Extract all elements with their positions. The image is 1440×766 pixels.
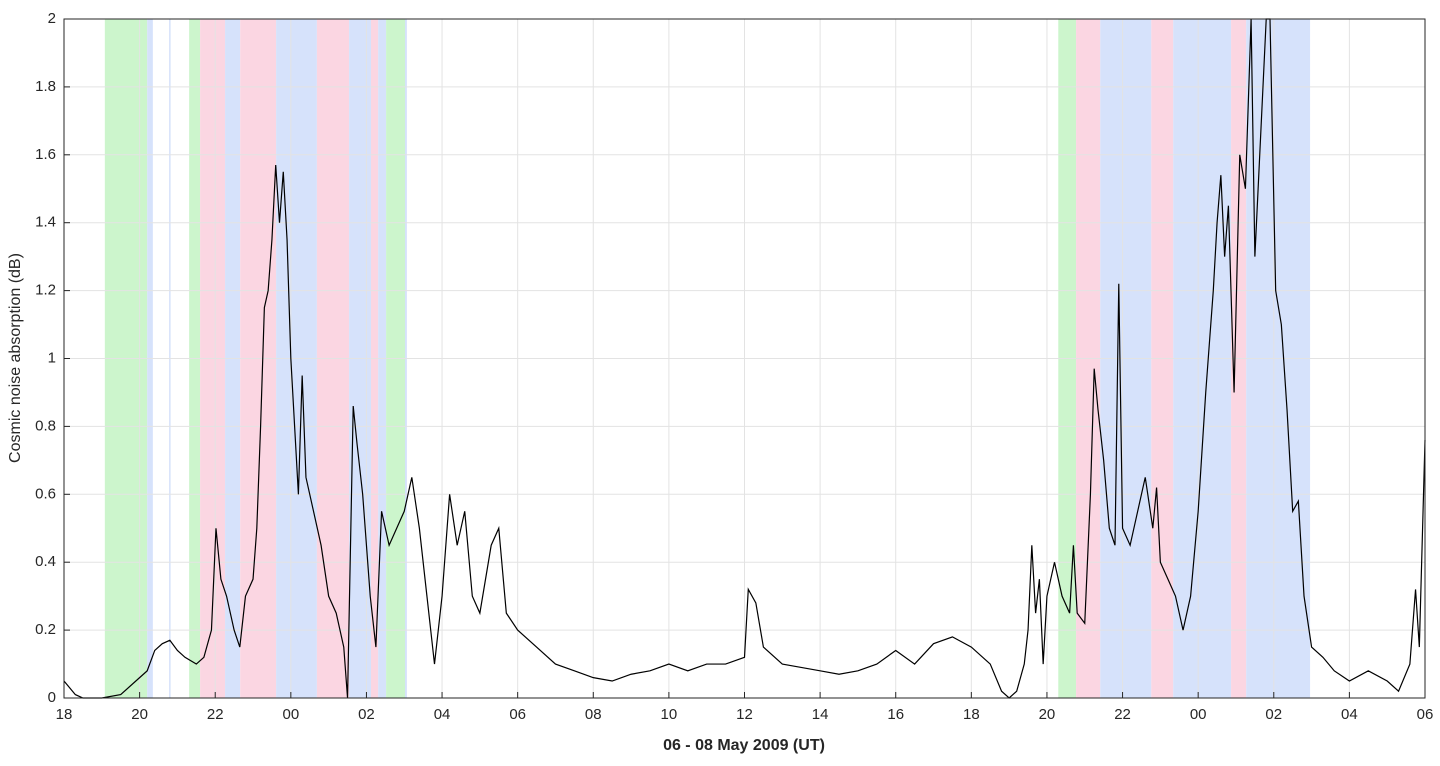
y-tick-label: 1.8 bbox=[35, 78, 56, 95]
y-tick-label: 0.8 bbox=[35, 417, 56, 434]
x-tick-label: 02 bbox=[358, 706, 375, 723]
x-tick-label: 18 bbox=[56, 706, 73, 723]
x-tick-label: 08 bbox=[585, 706, 602, 723]
x-tick-label: 16 bbox=[887, 706, 904, 723]
x-tick-label: 00 bbox=[282, 706, 299, 723]
y-tick-label: 0.4 bbox=[35, 553, 56, 570]
plot-border bbox=[63, 18, 1426, 699]
x-axis-label: 06 - 08 May 2009 (UT) bbox=[663, 737, 825, 754]
y-tick-label: 1.4 bbox=[35, 214, 56, 231]
x-tick-label: 00 bbox=[1190, 706, 1207, 723]
data-line bbox=[63, 18, 1426, 699]
x-tick-label: 06 bbox=[509, 706, 526, 723]
y-tick-label: 2 bbox=[48, 10, 56, 27]
x-tick-label: 14 bbox=[812, 706, 829, 723]
x-tick-label: 22 bbox=[1114, 706, 1131, 723]
y-tick-label: 1 bbox=[48, 349, 56, 366]
y-tick-label: 1.2 bbox=[35, 282, 56, 299]
y-axis-label: Cosmic noise absorption (dB) bbox=[7, 253, 24, 463]
x-tick-label: 12 bbox=[736, 706, 753, 723]
x-tick-label: 20 bbox=[131, 706, 148, 723]
y-tick-label: 0.6 bbox=[35, 485, 56, 502]
x-tick-label: 02 bbox=[1265, 706, 1282, 723]
x-tick-label: 04 bbox=[1341, 706, 1358, 723]
x-tick-label: 20 bbox=[1039, 706, 1056, 723]
x-tick-label: 10 bbox=[661, 706, 678, 723]
x-tick-label: 18 bbox=[963, 706, 980, 723]
x-tick-label: 06 bbox=[1417, 706, 1434, 723]
x-tick-label: 04 bbox=[434, 706, 451, 723]
y-tick-label: 0 bbox=[48, 689, 56, 706]
x-tick-label: 22 bbox=[207, 706, 224, 723]
y-tick-label: 0.2 bbox=[35, 621, 56, 638]
y-tick-label: 1.6 bbox=[35, 146, 56, 163]
